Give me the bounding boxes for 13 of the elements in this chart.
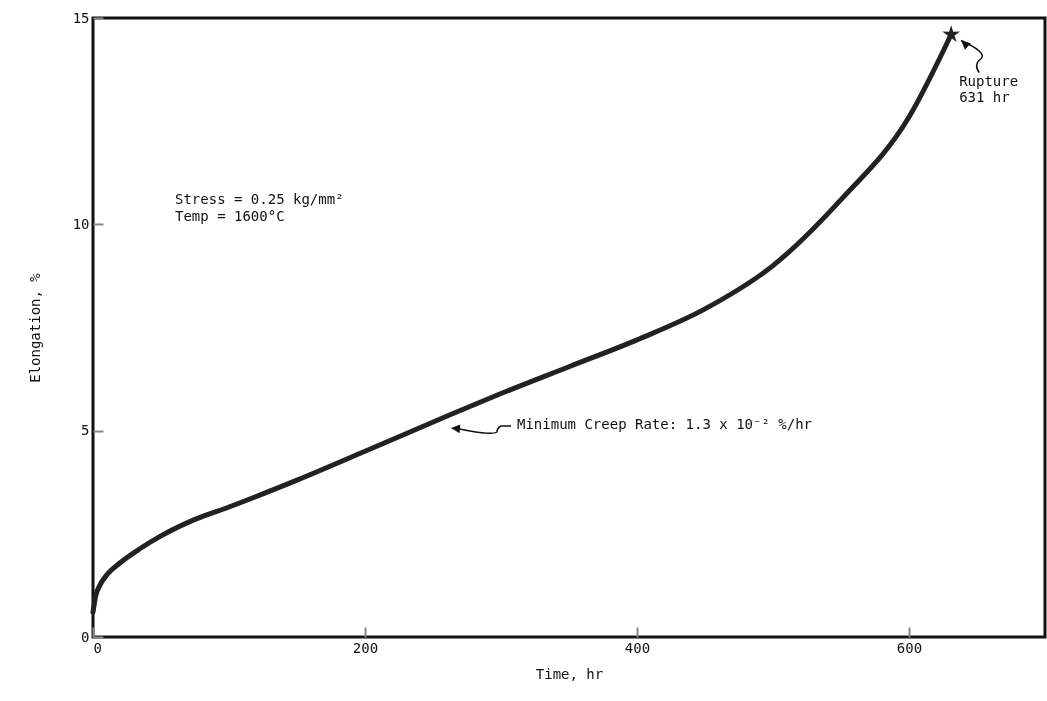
y-tick-label: 5 (81, 422, 90, 439)
annotation: Stress = 0.25 kg/mm² Temp = 1600°C (175, 191, 344, 224)
y-axis-title: Elongation, % (26, 272, 43, 383)
x-tick-label: 600 (896, 639, 923, 656)
y-tick-label: 0 (81, 628, 90, 645)
x-tick-label: 400 (624, 639, 651, 656)
x-tick-label: 200 (352, 639, 379, 656)
x-tick-label: 0 (93, 639, 102, 656)
x-axis-title: Time, hr (535, 665, 604, 682)
annotation: Minimum Creep Rate: 1.3 x 10⁻² %/hr (517, 416, 813, 432)
annotation: Rupture 631 hr (959, 72, 1019, 105)
y-tick-label: 10 (72, 215, 90, 232)
y-tick-label: 15 (72, 9, 90, 26)
